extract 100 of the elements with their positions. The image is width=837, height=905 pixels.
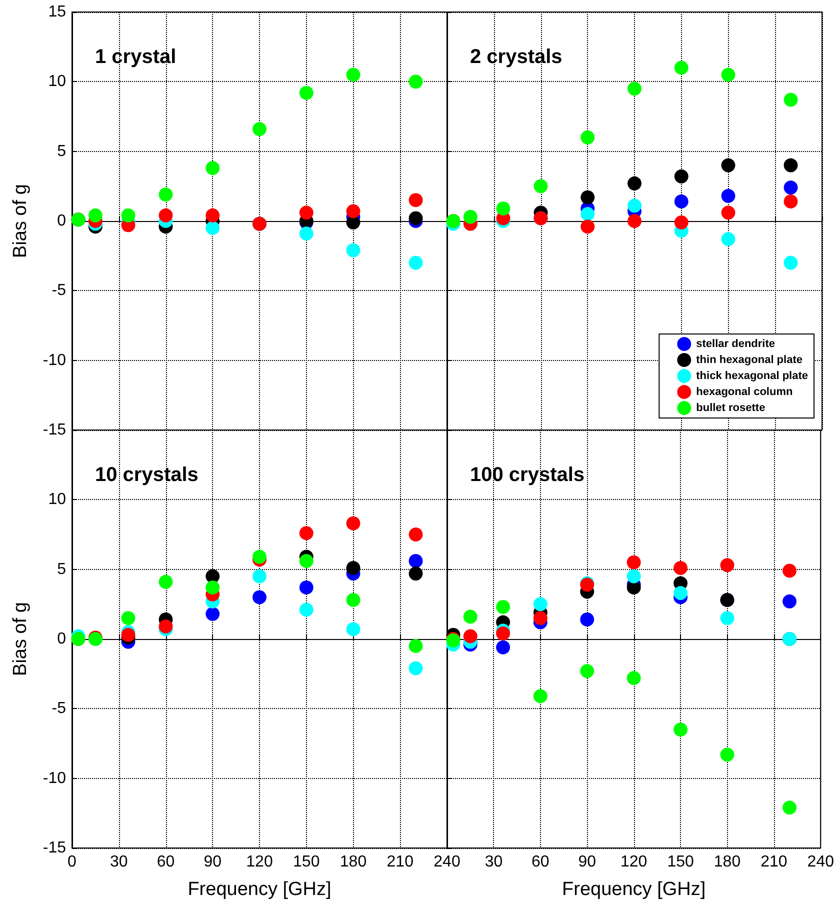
y-tick-label: 5: [57, 560, 66, 578]
point: [626, 671, 641, 686]
point: [721, 68, 736, 82]
point: [784, 158, 798, 172]
y-tick-label: -10: [42, 770, 66, 787]
text: 1 crystal: [95, 46, 176, 68]
point: [252, 569, 266, 584]
point: [408, 256, 423, 270]
point: [346, 215, 360, 230]
x-tick-label: 120: [246, 854, 273, 870]
point: [299, 206, 314, 220]
point: [626, 555, 641, 570]
point: [158, 619, 173, 634]
x-tick-label: 150: [667, 854, 694, 870]
point: [496, 600, 510, 614]
point: [121, 611, 136, 626]
point: [121, 628, 136, 642]
y-tick-label: -5: [52, 700, 66, 718]
point: [628, 214, 642, 228]
point: [408, 554, 423, 568]
x-tick-label: 90: [204, 854, 222, 870]
x-tick-label: 60: [156, 854, 175, 870]
point: [674, 215, 688, 230]
x-tick-label: 120: [620, 854, 648, 870]
y-tick-label: 10: [48, 491, 66, 508]
y-tick-label: 10: [48, 73, 66, 90]
point: [206, 161, 220, 176]
point: [408, 528, 423, 542]
point: [346, 592, 360, 607]
point: [721, 206, 736, 220]
point: [408, 566, 423, 581]
legend-label: stellar dendrite: [696, 338, 775, 350]
point: [346, 560, 360, 575]
x-tick-label: 240: [434, 854, 460, 870]
legend-label: thin hexagonal plate: [696, 354, 802, 366]
x-tick-label: 210: [386, 854, 414, 870]
point: [580, 612, 594, 626]
x-tick-label: 0: [68, 854, 77, 870]
x-tick-label: 30: [110, 854, 128, 870]
point: [784, 92, 798, 107]
point: [784, 256, 798, 270]
point: [784, 180, 798, 195]
y-tick-label: -10: [42, 352, 66, 369]
point: [346, 204, 360, 218]
point: [88, 208, 102, 222]
text: 2 crystals: [470, 46, 562, 68]
y-tick-label: 0: [57, 212, 66, 230]
point: [782, 800, 797, 815]
point: [628, 198, 642, 213]
point: [720, 748, 734, 762]
point: [252, 122, 266, 136]
point: [721, 158, 736, 172]
legend-label: bullet rosette: [696, 402, 766, 414]
point: [299, 526, 314, 540]
x-tick-label: 60: [532, 854, 550, 870]
x-tick-label: 180: [714, 854, 741, 870]
x-tick-label: 210: [760, 854, 788, 870]
y-tick-label: -5: [52, 282, 66, 300]
point: [580, 130, 595, 144]
point: [533, 597, 548, 612]
point: [674, 722, 688, 737]
y-axis-title: Bias of g: [10, 184, 31, 258]
point: [206, 580, 220, 594]
point: [206, 220, 220, 235]
point: [346, 622, 360, 636]
point: [533, 689, 548, 704]
point: [408, 74, 423, 89]
point: [628, 176, 642, 190]
point: [252, 550, 266, 564]
y-tick-label: -15: [42, 422, 66, 438]
point: [784, 194, 798, 208]
point: [463, 629, 478, 644]
point: [674, 60, 688, 75]
point: [721, 232, 736, 246]
point: [408, 638, 423, 653]
point: [346, 516, 360, 530]
point: [580, 190, 595, 204]
point: [674, 586, 688, 600]
point: [121, 208, 136, 222]
point: [721, 188, 736, 203]
point: [533, 611, 548, 626]
x-tick-label: 150: [293, 854, 320, 870]
point: [782, 564, 797, 578]
point: [158, 188, 173, 202]
point: [463, 210, 478, 224]
point: [628, 82, 642, 96]
point: [206, 208, 220, 222]
point: [408, 661, 423, 676]
point: [720, 611, 734, 626]
point: [299, 580, 314, 594]
point: [534, 179, 548, 194]
text: 100 crystals: [470, 464, 585, 486]
legend-label: hexagonal column: [696, 386, 793, 398]
point: [346, 68, 360, 82]
y-tick-label: 0: [57, 630, 66, 648]
point: [299, 86, 314, 100]
point: [346, 243, 360, 258]
x-tick-label: 180: [340, 854, 367, 870]
x-tick-label: 30: [484, 854, 503, 870]
point: [299, 602, 314, 617]
